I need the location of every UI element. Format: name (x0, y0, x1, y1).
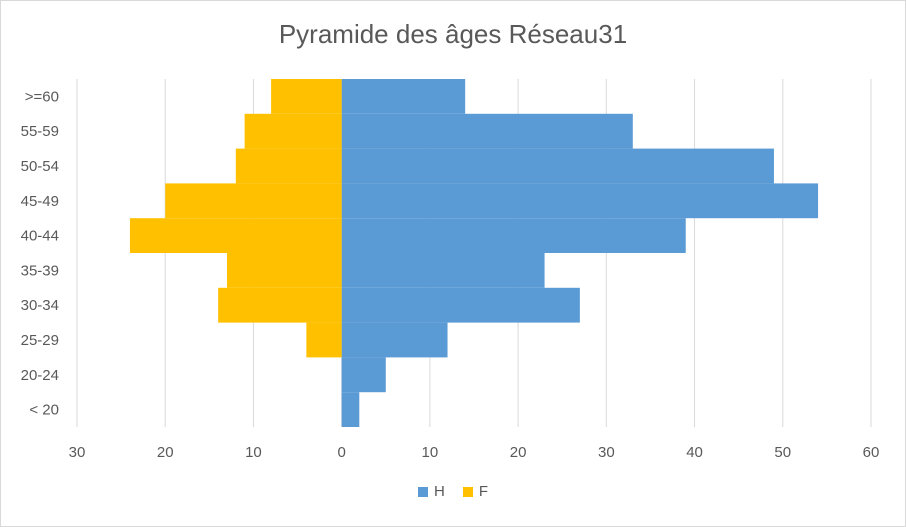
bar-h-9 (341, 79, 466, 114)
bar-f-8 (244, 113, 342, 149)
y-tick-label-7: 50-54 (21, 158, 59, 175)
bar-f-7 (235, 148, 342, 184)
x-tick-label-6: 30 (598, 444, 615, 461)
bar-h-1 (341, 357, 386, 393)
bar-f-4 (226, 253, 342, 288)
y-tick-label-3: 30-34 (21, 297, 59, 314)
y-tick-label-5: 40-44 (21, 228, 59, 245)
bar-h-6 (341, 183, 819, 219)
bar-h-3 (341, 287, 580, 323)
x-tick-label-7: 40 (686, 444, 703, 461)
bar-h-7 (341, 148, 774, 184)
chart-title: Pyramide des âges Réseau31 (278, 19, 628, 49)
y-tick-label-8: 55-59 (21, 123, 59, 140)
legend-item-h: H (417, 483, 445, 500)
x-tick-label-8: 50 (774, 444, 791, 461)
y-tick-label-4: 35-39 (21, 262, 59, 279)
legend-label-h: H (433, 483, 445, 500)
bar-h-2 (341, 322, 448, 358)
x-tick-label-9: 60 (863, 444, 880, 461)
x-tick-label-0: 30 (69, 444, 86, 461)
y-tick-label-1: 20-24 (21, 367, 59, 384)
bar-h-5 (341, 218, 686, 253)
x-tick-label-1: 20 (157, 444, 174, 461)
legend-swatch-h (417, 486, 428, 497)
legend-swatch-f (462, 486, 473, 497)
bar-f-6 (165, 183, 342, 219)
bar-f-5 (129, 218, 342, 253)
bar-h-0 (341, 392, 360, 427)
legend-item-f: F (462, 483, 488, 500)
x-tick-label-5: 20 (510, 444, 527, 461)
legend-label-f: F (478, 483, 488, 500)
y-tick-label-2: 25-29 (21, 332, 59, 349)
bar-f-9 (271, 79, 342, 114)
x-tick-label-2: 10 (245, 444, 262, 461)
bar-h-8 (341, 113, 633, 149)
y-tick-label-0: < 20 (29, 402, 59, 419)
bar-h-4 (341, 253, 545, 288)
bar-f-3 (218, 287, 342, 323)
x-tick-label-3: 0 (337, 444, 345, 461)
y-tick-label-9: >=60 (25, 88, 59, 105)
y-tick-label-6: 45-49 (21, 193, 59, 210)
x-tick-label-4: 10 (422, 444, 439, 461)
bar-f-2 (306, 322, 342, 358)
legend: H F (1, 483, 905, 500)
